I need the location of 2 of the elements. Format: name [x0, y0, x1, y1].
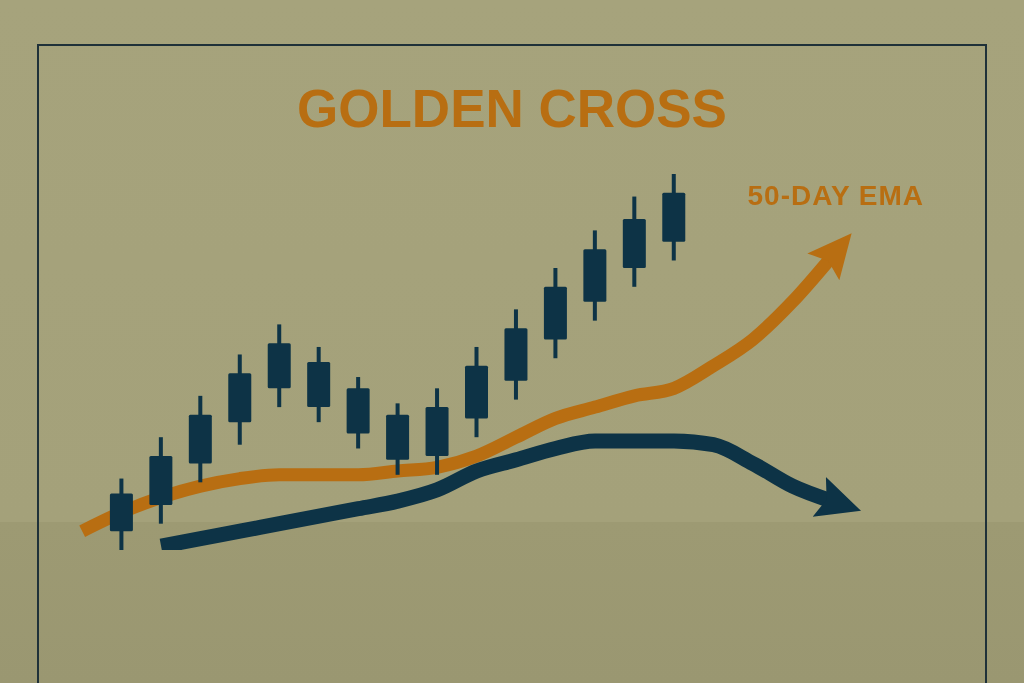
chart-title: GOLDEN CROSS	[296, 79, 728, 138]
text: 50-DAY EMA	[747, 179, 925, 211]
